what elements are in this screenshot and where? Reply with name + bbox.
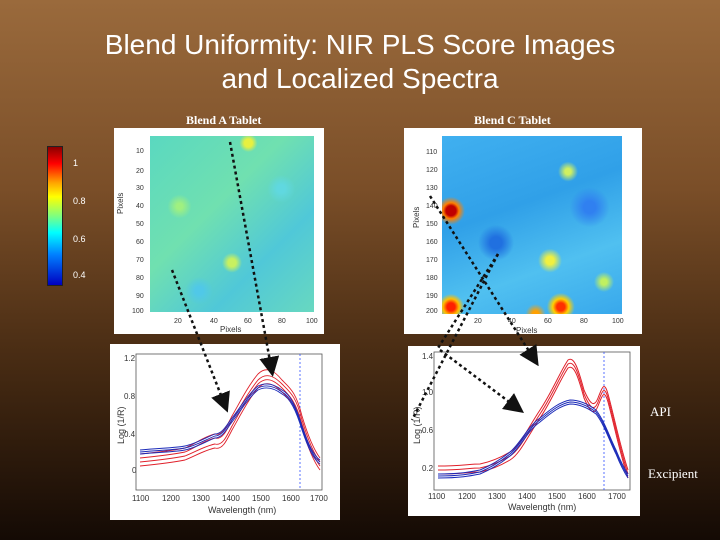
map-y-tick: 70 <box>136 257 144 264</box>
pointer-arrows <box>170 141 539 421</box>
left-api-curves <box>139 369 321 471</box>
colorbar-label: 0.4 <box>73 270 86 280</box>
spectra-x-label: Wavelength (nm) <box>508 502 577 512</box>
map-x-tick: 60 <box>244 318 252 325</box>
blend-c-title: Blend C Tablet <box>474 113 551 127</box>
legend-excipient: Excipient <box>648 466 698 481</box>
map-y-tick: 90 <box>136 293 144 300</box>
map-x-tick: 60 <box>544 318 552 325</box>
map-x-tick: 80 <box>278 318 286 325</box>
map-y-tick: 180 <box>426 275 438 282</box>
spectra-y-tick: 0 <box>132 466 137 475</box>
spectra-x-tick: 1300 <box>488 492 506 501</box>
map-y-tick: 60 <box>136 239 144 246</box>
map-y-tick: 170 <box>426 257 438 264</box>
map-y-tick: 40 <box>136 203 144 210</box>
spectra-y-tick: 1.2 <box>124 354 136 363</box>
map-y-tick: 150 <box>426 221 438 228</box>
legend-api: API <box>650 404 671 419</box>
map-y-tick: 20 <box>136 168 144 175</box>
blend-a-title: Blend A Tablet <box>186 113 262 127</box>
right-excipient-curves <box>437 399 629 479</box>
map-y-tick: 80 <box>136 275 144 282</box>
map-y-tick: 50 <box>136 221 144 228</box>
map-x-tick: 20 <box>174 318 182 325</box>
map-y-tick: 10 <box>136 148 144 155</box>
map-x-label: Pixels <box>220 325 242 334</box>
colorbar-label: 0.8 <box>73 196 86 206</box>
blend-c-spectra-panel: Log (1/R) 1.4 1.0 0.6 0.2 1100 1200 1300… <box>408 346 640 516</box>
slide-title: Blend Uniformity: NIR PLS Score Images a… <box>0 28 720 96</box>
blend-c-score-panel: Pixels 110 120 130 140 150 160 170 180 1… <box>404 128 642 335</box>
spectra-x-label: Wavelength (nm) <box>208 505 277 515</box>
spectra-y-tick: 1.0 <box>422 388 434 397</box>
spectra-x-tick: 1400 <box>518 492 536 501</box>
spectra-x-tick: 1300 <box>192 494 210 503</box>
map-y-tick: 140 <box>426 203 438 210</box>
left-spectra-plot-frame <box>135 353 323 491</box>
spectra-y-tick: 1.4 <box>422 352 434 361</box>
spectra-y-tick: 0.8 <box>124 392 136 401</box>
map-y-tick: 190 <box>426 293 438 300</box>
spectra-x-tick: 1100 <box>132 494 150 503</box>
map-y-tick: 110 <box>426 149 438 156</box>
blend-c-score-image <box>442 136 622 314</box>
spectra-x-tick: 1700 <box>310 494 328 503</box>
map-x-tick: 100 <box>306 318 318 325</box>
map-y-tick: 120 <box>426 167 438 174</box>
map-y-tick: 200 <box>426 308 438 315</box>
pointer-arrow-c <box>439 349 524 413</box>
map-y-tick: 160 <box>426 239 438 246</box>
title-line-1: Blend Uniformity: NIR PLS Score Images <box>104 29 616 60</box>
spectra-y-tick: 0.4 <box>124 430 136 439</box>
spectra-y-tick: 0.6 <box>422 426 434 435</box>
spectra-x-tick: 1700 <box>608 492 626 501</box>
map-x-label: Pixels <box>516 326 538 335</box>
spectra-x-tick: 1600 <box>578 492 596 501</box>
spectra-x-tick: 1400 <box>222 494 240 503</box>
map-x-tick: 20 <box>474 318 482 325</box>
map-y-tick: 100 <box>132 308 144 315</box>
spectra-x-tick: 1100 <box>428 492 446 501</box>
title-line-2: and Localized Spectra <box>221 63 499 94</box>
spectra-x-tick: 1500 <box>548 492 566 501</box>
colorbar-label: 0.6 <box>73 234 86 244</box>
map-y-tick: 130 <box>426 185 438 192</box>
map-x-tick: 40 <box>508 318 516 325</box>
spectra-y-tick: 0.2 <box>422 464 434 473</box>
map-x-tick: 80 <box>580 318 588 325</box>
spectra-x-tick: 1200 <box>458 492 476 501</box>
spectra-x-tick: 1500 <box>252 494 270 503</box>
score-colorbar <box>47 146 63 286</box>
map-x-tick: 40 <box>210 318 218 325</box>
map-y-tick: 30 <box>136 185 144 192</box>
map-x-tick: 100 <box>612 318 624 325</box>
spectra-x-tick: 1200 <box>162 494 180 503</box>
colorbar-label: 1 <box>73 158 79 168</box>
spectra-x-tick: 1600 <box>282 494 300 503</box>
left-excipient-curves <box>139 383 321 465</box>
